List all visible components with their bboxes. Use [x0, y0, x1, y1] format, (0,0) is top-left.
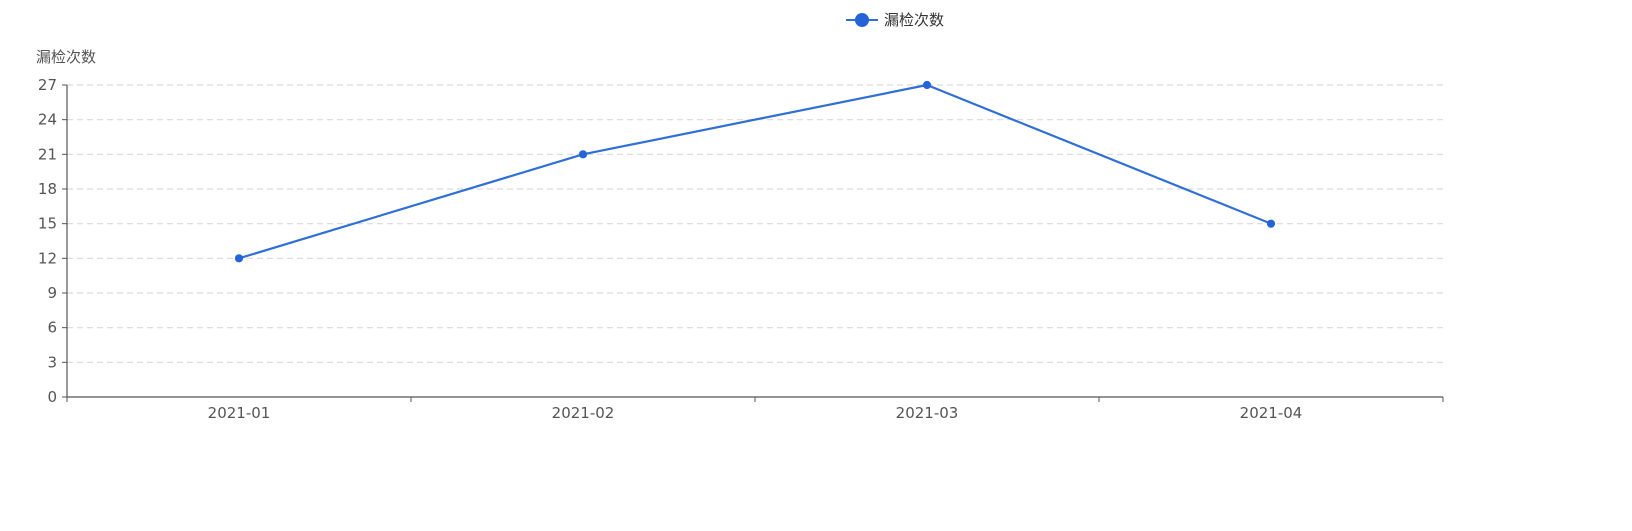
data-point[interactable]: [922, 80, 932, 90]
data-point[interactable]: [578, 150, 588, 159]
axes: 0 3 6 9 12 15 18 21 24 27 2021-01 2021-02 2021-03 202…: [38, 76, 1444, 422]
series-line: [238, 83, 1272, 260]
y-tick-label: 21: [38, 145, 57, 163]
legend-marker-icon: [855, 13, 869, 27]
y-tick-label: 18: [38, 180, 57, 198]
y-tick-label: 6: [47, 319, 57, 337]
legend-label[interactable]: 漏检次数: [884, 11, 944, 29]
y-tick-label: 3: [47, 353, 57, 371]
data-point[interactable]: [234, 254, 244, 263]
series-layer: [234, 80, 1276, 263]
y-tick-label: 9: [47, 284, 57, 302]
y-tick-label: 27: [38, 76, 57, 94]
y-tick-label: 12: [38, 249, 57, 267]
data-point[interactable]: [1266, 219, 1276, 228]
y-tick-label: 0: [47, 388, 57, 406]
x-tick-label: 2021-03: [896, 404, 959, 422]
grid-lines: [67, 84, 1443, 363]
y-tick-label: 24: [38, 111, 57, 129]
y-axis-title: 漏检次数: [36, 48, 96, 66]
legend[interactable]: 漏检次数: [846, 11, 944, 29]
x-tick-label: 2021-04: [1240, 404, 1303, 422]
x-tick-label: 2021-02: [552, 404, 615, 422]
x-tick-label: 2021-01: [208, 404, 271, 422]
y-tick-label: 15: [38, 215, 57, 233]
